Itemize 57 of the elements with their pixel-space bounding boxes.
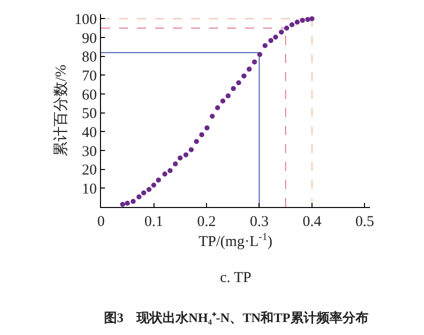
point <box>246 66 252 72</box>
y-tick-label: 60 <box>82 87 97 104</box>
point <box>268 38 274 44</box>
point <box>168 168 173 174</box>
y-tick-label: 50 <box>82 106 97 122</box>
point <box>199 132 204 138</box>
x-tick-label: 0.5 <box>355 214 374 230</box>
point <box>188 147 194 152</box>
y-tick-label: 90 <box>82 30 97 47</box>
y-tick-label: 10 <box>82 181 97 198</box>
point <box>172 161 178 166</box>
point <box>230 86 236 92</box>
point <box>289 22 294 28</box>
point <box>284 26 290 31</box>
point <box>262 43 268 48</box>
point <box>273 34 278 40</box>
x-tick-label: 0.3 <box>250 214 269 230</box>
point <box>130 198 136 204</box>
y-tick-label: 80 <box>82 50 97 66</box>
point <box>210 114 215 119</box>
x-tick-label: 0.1 <box>144 214 164 230</box>
point <box>257 52 262 57</box>
point <box>305 16 310 22</box>
point <box>151 182 156 188</box>
y-tick-label: 20 <box>82 162 97 179</box>
x-tick-label: 0 <box>97 214 105 230</box>
x-tick-label: 0.2 <box>197 214 216 230</box>
point <box>294 20 300 25</box>
point <box>146 186 152 192</box>
point <box>252 60 257 65</box>
point <box>300 18 305 23</box>
y-tick-label: 30 <box>82 144 97 160</box>
y-tick-label: 40 <box>82 124 97 141</box>
point <box>120 202 126 207</box>
y-axis-title: 累计百分数/% <box>52 64 70 156</box>
point <box>183 152 188 158</box>
point <box>220 98 226 104</box>
x-axis-title: TP/(mg·L$^{-1}$) <box>198 232 272 250</box>
point <box>241 73 246 78</box>
point <box>141 190 146 196</box>
text: c. TP <box>220 270 252 286</box>
x-tick-label: 0.4 <box>302 214 322 230</box>
y-tick-label: 100 <box>74 12 97 28</box>
point <box>156 178 161 183</box>
point <box>204 125 210 130</box>
point <box>194 138 199 144</box>
y-tick-label: 70 <box>82 68 97 84</box>
point <box>162 172 168 177</box>
point <box>236 80 242 86</box>
point <box>278 30 284 35</box>
point <box>215 105 220 110</box>
caption: 图3 现状出水NH₄⁺-N、TN和TP累计频率分布 <box>104 310 368 325</box>
point <box>178 156 183 161</box>
point <box>226 93 231 98</box>
point <box>124 200 130 206</box>
point <box>136 194 142 200</box>
point <box>309 16 314 22</box>
